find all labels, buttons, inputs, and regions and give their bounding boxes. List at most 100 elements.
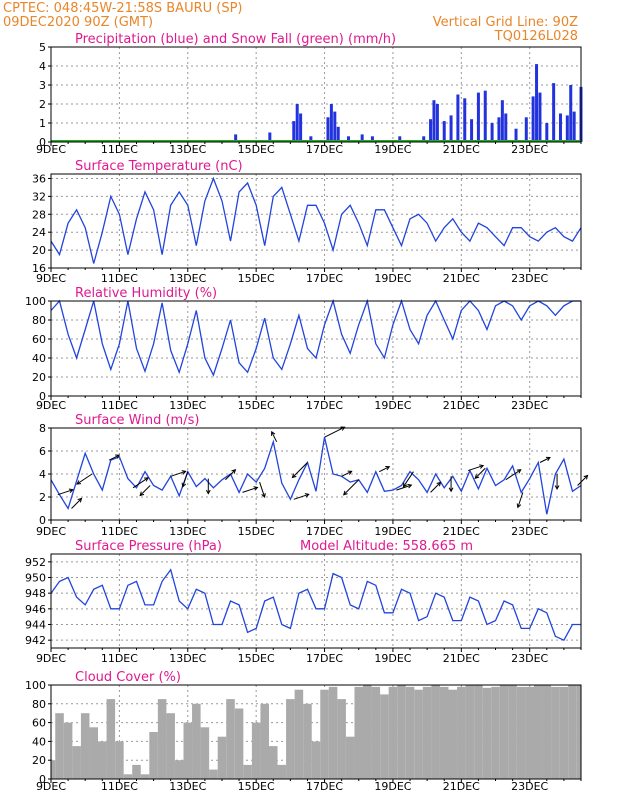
cloud-bar	[328, 686, 338, 779]
temp-panel: 16 20 24 28 32 36 9DEC 11DEC 13DEC 15DEC 17DEC 19DE…	[32, 159, 582, 285]
cloud-bar	[354, 686, 364, 779]
wind-arrow	[474, 467, 486, 479]
precip-title: Precipitation (blue) and Snow Fall (gree…	[75, 32, 396, 47]
cloud-bar	[474, 685, 483, 779]
cloud-xtick-label: 23DEC	[511, 780, 548, 793]
precip-bar	[476, 92, 480, 142]
header-date: 09DEC2020 90Z (GMT)	[3, 15, 153, 30]
wind-arrow-head	[271, 430, 276, 436]
pressure-xtick-label: 11DEC	[101, 652, 138, 665]
precip-panel: 0 1 2 3 4 5 9DEC 11DEC 13DEC 15DEC 17DEC 19DEC 21DEC…	[36, 32, 583, 156]
cloud-bar	[174, 760, 184, 779]
precip-ytick-label: 0	[39, 136, 46, 149]
cloud-title: Cloud Cover (%)	[75, 670, 181, 685]
temp-ytick-label: 28	[32, 208, 46, 221]
wind-arrow	[341, 470, 352, 477]
cloud-bar	[123, 774, 133, 779]
rh-title: Relative Humidity (%)	[75, 286, 217, 301]
rh-line	[50, 298, 581, 377]
rh-xtick-label: 13DEC	[169, 399, 206, 412]
temp-xtick-label: 23DEC	[511, 272, 548, 285]
precip-ytick-label: 4	[39, 60, 46, 73]
wind-arrow-head	[181, 470, 187, 475]
pressure-xtick-label: 13DEC	[169, 652, 206, 665]
wind-arrow	[242, 486, 258, 493]
cloud-bar	[525, 686, 534, 779]
wind-xtick-label: 19DEC	[374, 525, 411, 538]
wind-arrow	[379, 466, 390, 473]
cloud-bar	[157, 699, 167, 779]
precip-xtick-label: 11DEC	[101, 143, 138, 156]
precip-xtick-label: 19DEC	[374, 143, 411, 156]
wind-arrow	[182, 471, 189, 487]
precip-xtick-label: 13DEC	[169, 143, 206, 156]
cloud-bar	[431, 685, 440, 779]
wind-arrow	[170, 470, 186, 477]
temp-ytick-label: 32	[32, 190, 46, 203]
cloud-bar	[200, 727, 210, 779]
wind-arrow-head	[448, 487, 454, 493]
temp-line	[50, 176, 582, 264]
pressure-xtick-label: 9DEC	[36, 652, 66, 665]
cloud-xtick-label: 9DEC	[36, 780, 66, 793]
cloud-bar	[499, 685, 509, 779]
pressure-panel: 942 944 946 948 950 952 9DEC 11DEC 13DEC 15DEC 17D…	[25, 539, 582, 665]
wind-xtick-label: 15DEC	[238, 525, 275, 538]
rh-frame	[50, 300, 582, 397]
wind-arrow	[505, 469, 522, 481]
cloud-bar	[491, 686, 500, 779]
precip-bar	[234, 134, 238, 142]
header-station: CPTEC: 048:45W-21:58S BAURU (SP)	[3, 1, 243, 16]
precip-xtick-label: 15DEC	[238, 143, 275, 156]
rh-xtick-label: 15DEC	[238, 399, 275, 412]
cloud-bar	[551, 686, 560, 779]
rh-ytick-label: 20	[32, 371, 46, 384]
cloud-bar	[559, 686, 569, 779]
wind-arrow-head	[253, 486, 259, 491]
precip-bar	[432, 100, 436, 142]
cloud-ytick-label: 40	[32, 735, 46, 748]
cloud-bar	[457, 686, 466, 779]
cloud-bar	[183, 722, 193, 779]
precip-xtick-label: 21DEC	[443, 143, 480, 156]
wind-arrow-head	[402, 482, 408, 488]
cloud-bar	[226, 699, 235, 779]
cloud-ytick-label: 80	[32, 698, 46, 711]
wind-arrow-head	[231, 469, 237, 474]
cloud-bar	[303, 703, 312, 779]
wind-arrow	[57, 489, 73, 496]
cloud-bar	[115, 741, 124, 779]
precip-bar	[500, 100, 504, 142]
cloud-xtick-label: 11DEC	[101, 780, 138, 793]
cloud-bar	[439, 686, 449, 779]
wind-arrow-head	[139, 491, 145, 497]
wind-arrow	[468, 465, 484, 472]
rh-xtick-label: 9DEC	[36, 399, 66, 412]
cloud-bar	[397, 685, 406, 779]
cloud-bar	[286, 699, 295, 779]
wind-arrow-head	[479, 464, 485, 469]
rh-xtick-label: 17DEC	[306, 399, 343, 412]
wind-arrow-head	[554, 485, 560, 491]
temp-xtick-label: 11DEC	[101, 272, 138, 285]
cloud-ytick-label: 0	[39, 773, 46, 786]
cloud-bar	[277, 764, 287, 779]
cloud-panel: 0 20 40 60 80 100 9DEC 11DEC 13DEC 15DEC 17DEC 19DE…	[25, 670, 582, 793]
precip-bar	[333, 111, 337, 142]
wind-xtick-label: 17DEC	[306, 525, 343, 538]
cloud-bar	[294, 689, 304, 779]
wind-arrow	[76, 473, 93, 485]
wind-xtick-label: 21DEC	[443, 525, 480, 538]
precip-bar	[299, 113, 303, 142]
wind-arrow-head	[516, 469, 522, 474]
rh-ytick-label: 80	[32, 314, 46, 327]
precip-bar	[483, 90, 487, 142]
cloud-bar	[542, 685, 552, 779]
cloud-bar	[568, 685, 577, 779]
wind-arrow-head	[343, 490, 348, 496]
precip-bar	[470, 119, 474, 142]
precip-bar	[309, 136, 313, 142]
cloud-bar	[576, 685, 581, 779]
precip-bar	[456, 94, 460, 142]
pressure-frame	[50, 553, 582, 649]
